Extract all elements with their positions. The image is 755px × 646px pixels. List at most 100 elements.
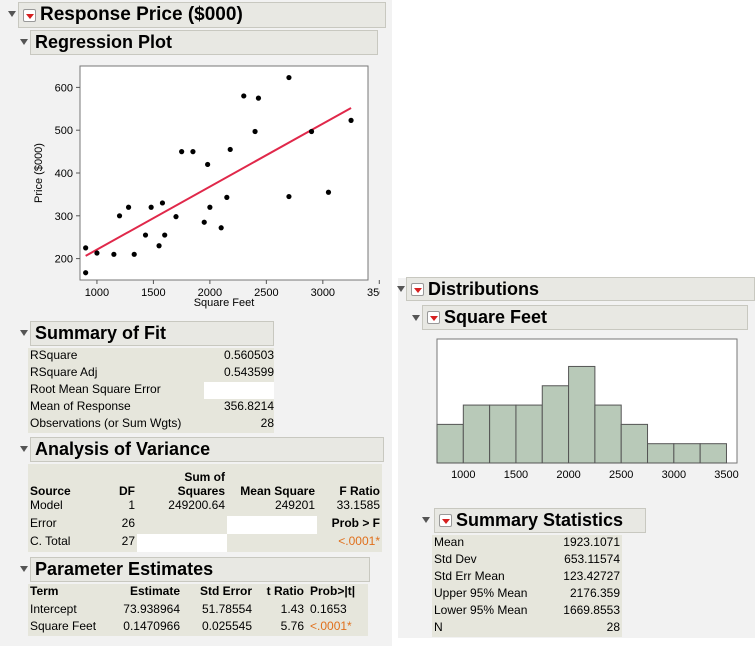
stat-value: 1669.8553 [548,603,622,620]
anova-total-df: 27 [85,534,137,552]
param-term: Intercept [28,602,110,619]
params-table: Term Estimate Std Error t Ratio Prob>|t|… [28,584,370,636]
anova-model-f: 33.1585 [317,498,382,516]
data-point [190,149,196,155]
summary-fit-title: Summary of Fit [35,323,167,343]
histogram-bar[interactable] [620,423,649,464]
data-point [227,146,233,153]
table-row: Square Feet 0.1470966 0.025545 5.76 <.00… [28,619,370,636]
red-triangle-menu-icon[interactable] [23,8,36,22]
collapse-triangle-icon[interactable] [422,517,430,523]
histogram-bar[interactable] [462,404,491,464]
collapse-triangle-icon[interactable] [20,330,28,336]
y-tick-label: 500 [55,125,73,137]
histogram-bar[interactable] [436,423,464,464]
data-point [201,219,207,225]
params-col-term: Term [28,584,110,602]
histogram-bar[interactable] [489,404,517,464]
stat-value: 1923.1071 [548,535,622,552]
x-tick-label: 3500 [367,287,380,299]
stat-value: 653.11574 [548,552,622,569]
stat-label: Lower 95% Mean [432,603,549,620]
collapse-triangle-icon[interactable] [20,39,28,45]
red-triangle-menu-icon[interactable] [411,282,424,296]
data-point [207,204,213,210]
distributions-header[interactable]: Distributions [406,277,755,301]
histogram-tick-label: 1500 [504,469,528,481]
data-point [286,193,292,200]
data-point [111,251,117,257]
histogram-tick-label: 2500 [609,469,633,481]
anova-error-label: Error [28,516,85,534]
histogram-bar[interactable] [647,443,675,464]
histogram-bar[interactable] [673,443,701,464]
params-col-stderr: Std Error [182,584,254,602]
fit-value: 0.543599 [204,365,274,382]
fit-label: Root Mean Square Error [28,382,204,399]
histogram-bar[interactable] [541,385,570,464]
x-tick-label: 1500 [141,287,165,299]
red-triangle-menu-icon[interactable] [427,311,440,324]
y-axis-label: Price ($000) [33,143,45,203]
summary-fit-header[interactable]: Summary of Fit [30,321,274,346]
params-col-tratio: t Ratio [254,584,306,602]
anova-error-df: 26 [85,516,137,534]
y-tick-label: 200 [55,254,73,266]
collapse-triangle-icon[interactable] [412,315,420,321]
square-feet-header[interactable]: Square Feet [422,305,748,330]
anova-col-ms: Mean Square [227,464,317,498]
histogram-tick-label: 2000 [556,469,580,481]
anova-header[interactable]: Analysis of Variance [30,437,384,462]
x-tick-label: 2000 [198,287,222,299]
anova-prob-value: <.0001* [317,534,382,552]
data-point [156,243,162,249]
regression-plot: 200 300 400 500 600 1000 1500 2000 2500 3000 3500… [33,65,380,309]
data-point [255,95,262,101]
anova-col-ss: Sum of Squares [137,464,227,498]
param-term: Square Feet [28,619,110,636]
stat-label: N [432,620,549,637]
stat-label: Std Err Mean [432,569,549,586]
response-header[interactable]: Response Price ($000) [18,2,386,28]
anova-col-df: DF [85,464,137,498]
regression-header[interactable]: Regression Plot [30,30,378,55]
fit-label: RSquare [28,348,204,365]
data-point [148,204,154,210]
y-tick-label: 300 [55,211,73,223]
histogram-bar[interactable] [568,365,596,464]
anova-title: Analysis of Variance [35,439,211,459]
data-point [125,204,132,210]
regression-title: Regression Plot [35,32,173,52]
stat-label: Mean [432,535,549,552]
collapse-triangle-icon[interactable] [397,286,405,292]
collapse-triangle-icon[interactable] [20,566,28,572]
fit-value: 0.560503 [204,348,274,365]
param-tratio: 5.76 [254,619,306,636]
y-tick-label: 400 [55,168,73,180]
histogram-bar[interactable] [594,404,622,464]
x-tick-label: 3000 [311,287,335,299]
data-point [142,232,149,238]
data-point [173,214,179,220]
data-point [224,194,230,200]
summary-stats-header[interactable]: Summary Statistics [434,508,646,533]
histogram-bar[interactable] [515,404,543,464]
summary-stats-table: Mean 1923.1071 Std Dev 653.11574 Std Err M… [432,535,622,637]
params-header[interactable]: Parameter Estimates [30,557,370,582]
data-point [94,250,100,256]
fit-label: Mean of Response [28,399,204,416]
fit-value: 28 [204,416,274,433]
plot-area [79,65,369,281]
x-tick-label: 1000 [85,287,109,299]
data-point [131,251,137,257]
data-point [348,117,354,123]
data-point [286,74,292,81]
collapse-triangle-icon[interactable] [20,446,28,452]
param-prob: <.0001* [306,619,368,636]
fit-value [204,382,274,399]
red-triangle-menu-icon[interactable] [439,514,452,527]
collapse-triangle-icon[interactable] [8,11,16,17]
stat-value: 28 [548,620,622,637]
anova-model-df: 1 [85,498,137,516]
histogram-bar[interactable] [699,443,727,464]
